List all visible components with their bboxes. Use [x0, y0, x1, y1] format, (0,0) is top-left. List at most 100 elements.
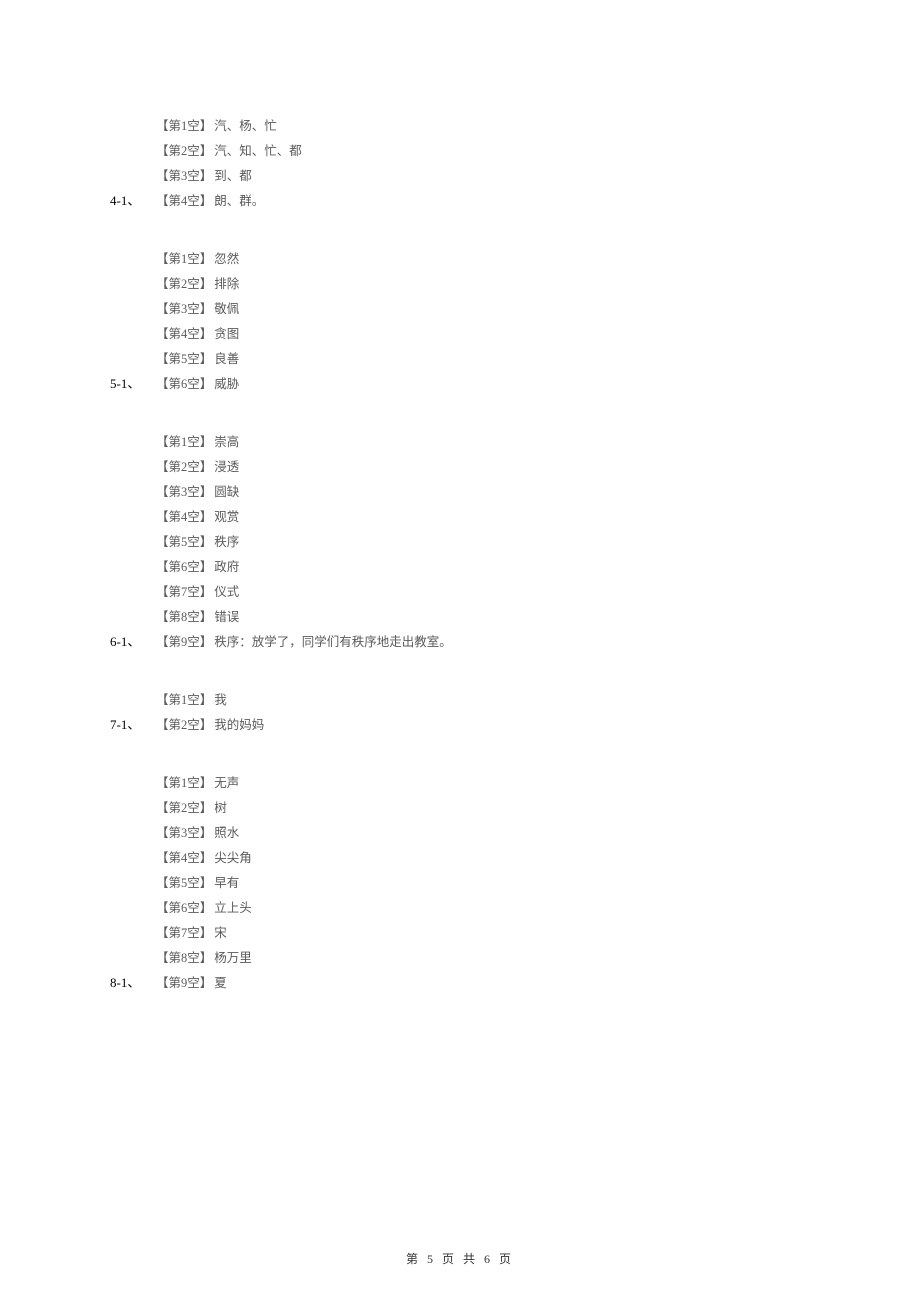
answer-text: 【第1空】崇高	[156, 431, 239, 453]
blank-label: 【第3空】	[156, 481, 212, 503]
answer-line: 【第3空】照水	[110, 822, 920, 844]
answer-line: 【第2空】浸透	[110, 456, 920, 478]
answer-text: 【第2空】我的妈妈	[156, 714, 264, 736]
blank-label: 【第7空】	[156, 581, 212, 603]
answer-line: 【第3空】圆缺	[110, 481, 920, 503]
blank-label: 【第6空】	[156, 897, 212, 919]
blank-value: 立上头	[214, 897, 252, 919]
answer-text: 【第4空】观赏	[156, 506, 239, 528]
blank-value: 我	[214, 689, 227, 711]
blank-label: 【第9空】	[156, 631, 212, 653]
question-number: 8-1、	[110, 972, 148, 994]
question-number: 4-1、	[110, 190, 148, 212]
answer-text: 【第8空】杨万里	[156, 947, 252, 969]
blank-value: 圆缺	[214, 481, 239, 503]
blank-value: 浸透	[214, 456, 239, 478]
answer-text: 【第3空】照水	[156, 822, 239, 844]
blank-value: 汽、知、忙、都	[214, 140, 302, 162]
blank-label: 【第1空】	[156, 248, 212, 270]
answer-line: 6-1、【第9空】秩序：放学了，同学们有秩序地走出教室。	[110, 631, 920, 653]
blank-label: 【第4空】	[156, 506, 212, 528]
answer-line: 【第6空】政府	[110, 556, 920, 578]
answer-text: 【第1空】忽然	[156, 248, 239, 270]
blank-value: 宋	[214, 922, 227, 944]
blank-value: 仪式	[214, 581, 239, 603]
blank-label: 【第4空】	[156, 323, 212, 345]
answer-text: 【第6空】立上头	[156, 897, 252, 919]
answer-group: 【第1空】忽然【第2空】排除【第3空】敬佩【第4空】贪图【第5空】良善5-1、【…	[110, 248, 920, 395]
answer-line: 【第6空】立上头	[110, 897, 920, 919]
blank-value: 良善	[214, 348, 239, 370]
blank-value: 汽、杨、忙	[214, 115, 277, 137]
answer-text: 【第7空】宋	[156, 922, 227, 944]
answer-line: 【第7空】仪式	[110, 581, 920, 603]
answer-text: 【第6空】威胁	[156, 373, 239, 395]
blank-value: 威胁	[214, 373, 239, 395]
blank-label: 【第1空】	[156, 431, 212, 453]
answer-text: 【第4空】尖尖角	[156, 847, 252, 869]
answer-groups-container: 【第1空】汽、杨、忙【第2空】汽、知、忙、都【第3空】到、都4-1、【第4空】朗…	[110, 115, 920, 994]
answer-line: 【第1空】忽然	[110, 248, 920, 270]
blank-label: 【第2空】	[156, 273, 212, 295]
blank-value: 我的妈妈	[214, 714, 264, 736]
blank-label: 【第6空】	[156, 373, 212, 395]
blank-label: 【第5空】	[156, 348, 212, 370]
blank-value: 忽然	[214, 248, 239, 270]
answer-line: 【第5空】秩序	[110, 531, 920, 553]
blank-label: 【第2空】	[156, 714, 212, 736]
blank-value: 敬佩	[214, 298, 239, 320]
answer-text: 【第6空】政府	[156, 556, 239, 578]
blank-label: 【第9空】	[156, 972, 212, 994]
answer-line: 【第1空】我	[110, 689, 920, 711]
answer-line: 【第7空】宋	[110, 922, 920, 944]
answer-line: 【第4空】观赏	[110, 506, 920, 528]
blank-label: 【第2空】	[156, 797, 212, 819]
footer-text: 第 5 页 共 6 页	[406, 1252, 514, 1266]
blank-label: 【第7空】	[156, 922, 212, 944]
answer-group: 【第1空】汽、杨、忙【第2空】汽、知、忙、都【第3空】到、都4-1、【第4空】朗…	[110, 115, 920, 212]
blank-label: 【第3空】	[156, 298, 212, 320]
blank-label: 【第1空】	[156, 689, 212, 711]
blank-value: 秩序	[214, 531, 239, 553]
blank-label: 【第2空】	[156, 456, 212, 478]
answer-text: 【第2空】树	[156, 797, 227, 819]
blank-label: 【第4空】	[156, 847, 212, 869]
answer-text: 【第1空】我	[156, 689, 227, 711]
blank-label: 【第8空】	[156, 947, 212, 969]
answer-line: 7-1、【第2空】我的妈妈	[110, 714, 920, 736]
answer-text: 【第2空】浸透	[156, 456, 239, 478]
answer-group: 【第1空】崇高【第2空】浸透【第3空】圆缺【第4空】观赏【第5空】秩序【第6空】…	[110, 431, 920, 653]
answer-text: 【第4空】朗、群。	[156, 190, 264, 212]
answer-text: 【第5空】早有	[156, 872, 239, 894]
answer-text: 【第4空】贪图	[156, 323, 239, 345]
blank-label: 【第3空】	[156, 822, 212, 844]
blank-value: 照水	[214, 822, 239, 844]
answer-text: 【第3空】敬佩	[156, 298, 239, 320]
blank-value: 尖尖角	[214, 847, 252, 869]
blank-value: 杨万里	[214, 947, 252, 969]
blank-label: 【第4空】	[156, 190, 212, 212]
answer-line: 【第8空】错误	[110, 606, 920, 628]
answer-line: 【第2空】汽、知、忙、都	[110, 140, 920, 162]
answer-line: 【第5空】良善	[110, 348, 920, 370]
answer-text: 【第5空】秩序	[156, 531, 239, 553]
blank-value: 错误	[214, 606, 239, 628]
blank-label: 【第8空】	[156, 606, 212, 628]
answer-line: 【第4空】尖尖角	[110, 847, 920, 869]
blank-label: 【第5空】	[156, 531, 212, 553]
blank-value: 夏	[214, 972, 227, 994]
blank-label: 【第2空】	[156, 140, 212, 162]
blank-label: 【第5空】	[156, 872, 212, 894]
blank-label: 【第1空】	[156, 772, 212, 794]
question-number: 7-1、	[110, 714, 148, 736]
blank-value: 崇高	[214, 431, 239, 453]
question-number: 5-1、	[110, 373, 148, 395]
blank-value: 排除	[214, 273, 239, 295]
answer-text: 【第7空】仪式	[156, 581, 239, 603]
answer-line: 【第1空】无声	[110, 772, 920, 794]
answer-text: 【第1空】无声	[156, 772, 239, 794]
answer-line: 【第1空】崇高	[110, 431, 920, 453]
answer-text: 【第9空】夏	[156, 972, 227, 994]
question-number: 6-1、	[110, 631, 148, 653]
answer-text: 【第2空】排除	[156, 273, 239, 295]
